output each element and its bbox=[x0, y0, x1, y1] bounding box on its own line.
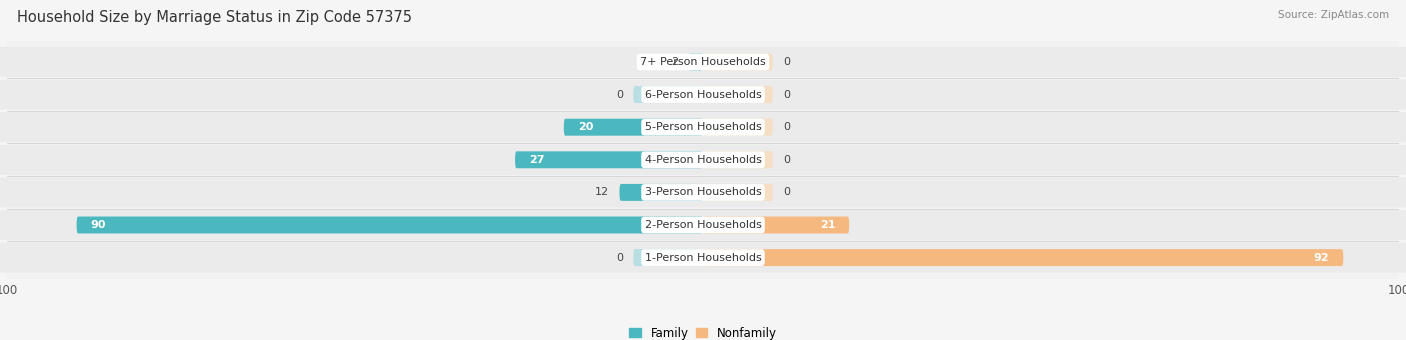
FancyBboxPatch shape bbox=[703, 151, 773, 168]
Text: 92: 92 bbox=[1313, 253, 1330, 262]
FancyBboxPatch shape bbox=[0, 243, 1406, 273]
Text: 0: 0 bbox=[616, 90, 623, 100]
FancyBboxPatch shape bbox=[0, 80, 1406, 109]
Text: 0: 0 bbox=[783, 122, 790, 132]
FancyBboxPatch shape bbox=[0, 145, 1406, 175]
FancyBboxPatch shape bbox=[0, 210, 1406, 240]
Text: 7+ Person Households: 7+ Person Households bbox=[640, 57, 766, 67]
Text: Household Size by Marriage Status in Zip Code 57375: Household Size by Marriage Status in Zip… bbox=[17, 10, 412, 25]
FancyBboxPatch shape bbox=[703, 249, 1343, 266]
FancyBboxPatch shape bbox=[703, 184, 773, 201]
Text: 4-Person Households: 4-Person Households bbox=[644, 155, 762, 165]
Text: 0: 0 bbox=[783, 187, 790, 198]
FancyBboxPatch shape bbox=[0, 177, 1406, 207]
Text: 27: 27 bbox=[529, 155, 544, 165]
Text: 12: 12 bbox=[595, 187, 609, 198]
FancyBboxPatch shape bbox=[703, 86, 773, 103]
Text: 2-Person Households: 2-Person Households bbox=[644, 220, 762, 230]
FancyBboxPatch shape bbox=[0, 112, 1406, 142]
Text: 1-Person Households: 1-Person Households bbox=[644, 253, 762, 262]
FancyBboxPatch shape bbox=[0, 47, 1406, 77]
Text: 5-Person Households: 5-Person Households bbox=[644, 122, 762, 132]
FancyBboxPatch shape bbox=[703, 53, 773, 70]
Text: 21: 21 bbox=[820, 220, 835, 230]
Text: 0: 0 bbox=[783, 57, 790, 67]
Text: 2: 2 bbox=[672, 57, 679, 67]
Text: 20: 20 bbox=[578, 122, 593, 132]
Text: 90: 90 bbox=[90, 220, 105, 230]
FancyBboxPatch shape bbox=[633, 86, 703, 103]
FancyBboxPatch shape bbox=[76, 217, 703, 234]
FancyBboxPatch shape bbox=[703, 119, 773, 136]
Text: 3-Person Households: 3-Person Households bbox=[644, 187, 762, 198]
Text: 0: 0 bbox=[783, 155, 790, 165]
FancyBboxPatch shape bbox=[620, 184, 703, 201]
Text: 0: 0 bbox=[616, 253, 623, 262]
Text: Source: ZipAtlas.com: Source: ZipAtlas.com bbox=[1278, 10, 1389, 20]
Text: 0: 0 bbox=[783, 90, 790, 100]
FancyBboxPatch shape bbox=[633, 249, 703, 266]
FancyBboxPatch shape bbox=[515, 151, 703, 168]
FancyBboxPatch shape bbox=[564, 119, 703, 136]
FancyBboxPatch shape bbox=[689, 53, 703, 70]
Legend: Family, Nonfamily: Family, Nonfamily bbox=[630, 326, 776, 340]
FancyBboxPatch shape bbox=[703, 217, 849, 234]
Text: 6-Person Households: 6-Person Households bbox=[644, 90, 762, 100]
